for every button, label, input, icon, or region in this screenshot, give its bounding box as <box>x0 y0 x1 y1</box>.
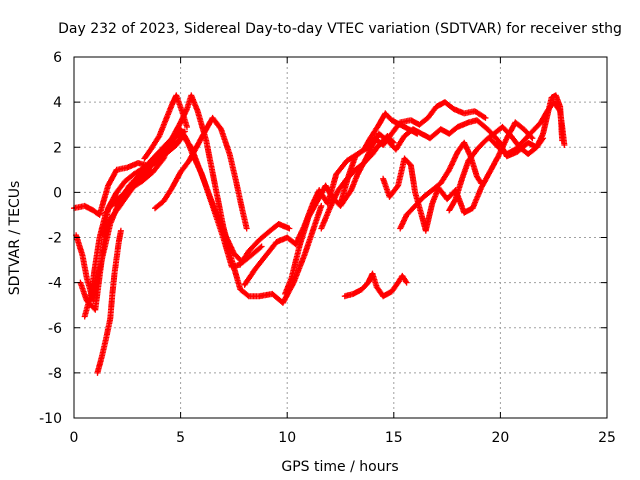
plus-markers <box>152 114 250 232</box>
plus-markers <box>94 227 124 376</box>
plus-markers <box>100 137 182 239</box>
series-track-5 <box>94 227 124 376</box>
series-track-7 <box>100 137 182 239</box>
y-tick-label: 6 <box>53 50 62 66</box>
y-tick-label: -2 <box>48 231 62 247</box>
y-tick-label: -8 <box>48 366 62 382</box>
plus-markers <box>397 139 485 232</box>
x-tick-labels: 0 5 10 15 20 25 <box>70 430 616 446</box>
plus-markers <box>141 92 190 162</box>
chart-title: Day 232 of 2023, Sidereal Day-to-day VTE… <box>58 21 622 37</box>
series-track-9 <box>152 114 250 232</box>
plus-markers <box>486 99 568 157</box>
series-track-8 <box>141 92 190 162</box>
y-tick-label: -4 <box>48 276 62 292</box>
y-tick-label: -6 <box>48 321 62 337</box>
plus-markers <box>380 119 536 234</box>
y-tick-label: 2 <box>53 140 62 156</box>
data-points <box>71 92 568 376</box>
y-tick-label: -10 <box>39 411 62 427</box>
series-track-15 <box>380 119 536 234</box>
x-tick-label: 25 <box>598 430 616 446</box>
plus-markers <box>318 133 397 232</box>
y-tick-labels: -10 -8 -6 -4 -2 0 2 4 6 <box>39 50 62 427</box>
y-tick-label: 0 <box>53 185 62 201</box>
series-track-16 <box>397 139 485 232</box>
x-tick-label: 10 <box>278 430 296 446</box>
series-track-14 <box>341 270 410 300</box>
y-axis-label: SDTVAR / TECUs <box>7 181 23 296</box>
gridlines <box>74 57 607 418</box>
plus-markers <box>341 270 410 300</box>
x-tick-label: 20 <box>491 430 509 446</box>
x-axis-label: GPS time / hours <box>281 459 398 475</box>
x-tick-label: 0 <box>70 430 79 446</box>
y-tick-label: 4 <box>53 95 62 111</box>
x-tick-label: 5 <box>176 430 185 446</box>
x-tick-label: 15 <box>385 430 403 446</box>
series-track-13 <box>318 133 397 232</box>
series-track-18 <box>486 99 568 157</box>
axis-ticks <box>73 56 608 419</box>
